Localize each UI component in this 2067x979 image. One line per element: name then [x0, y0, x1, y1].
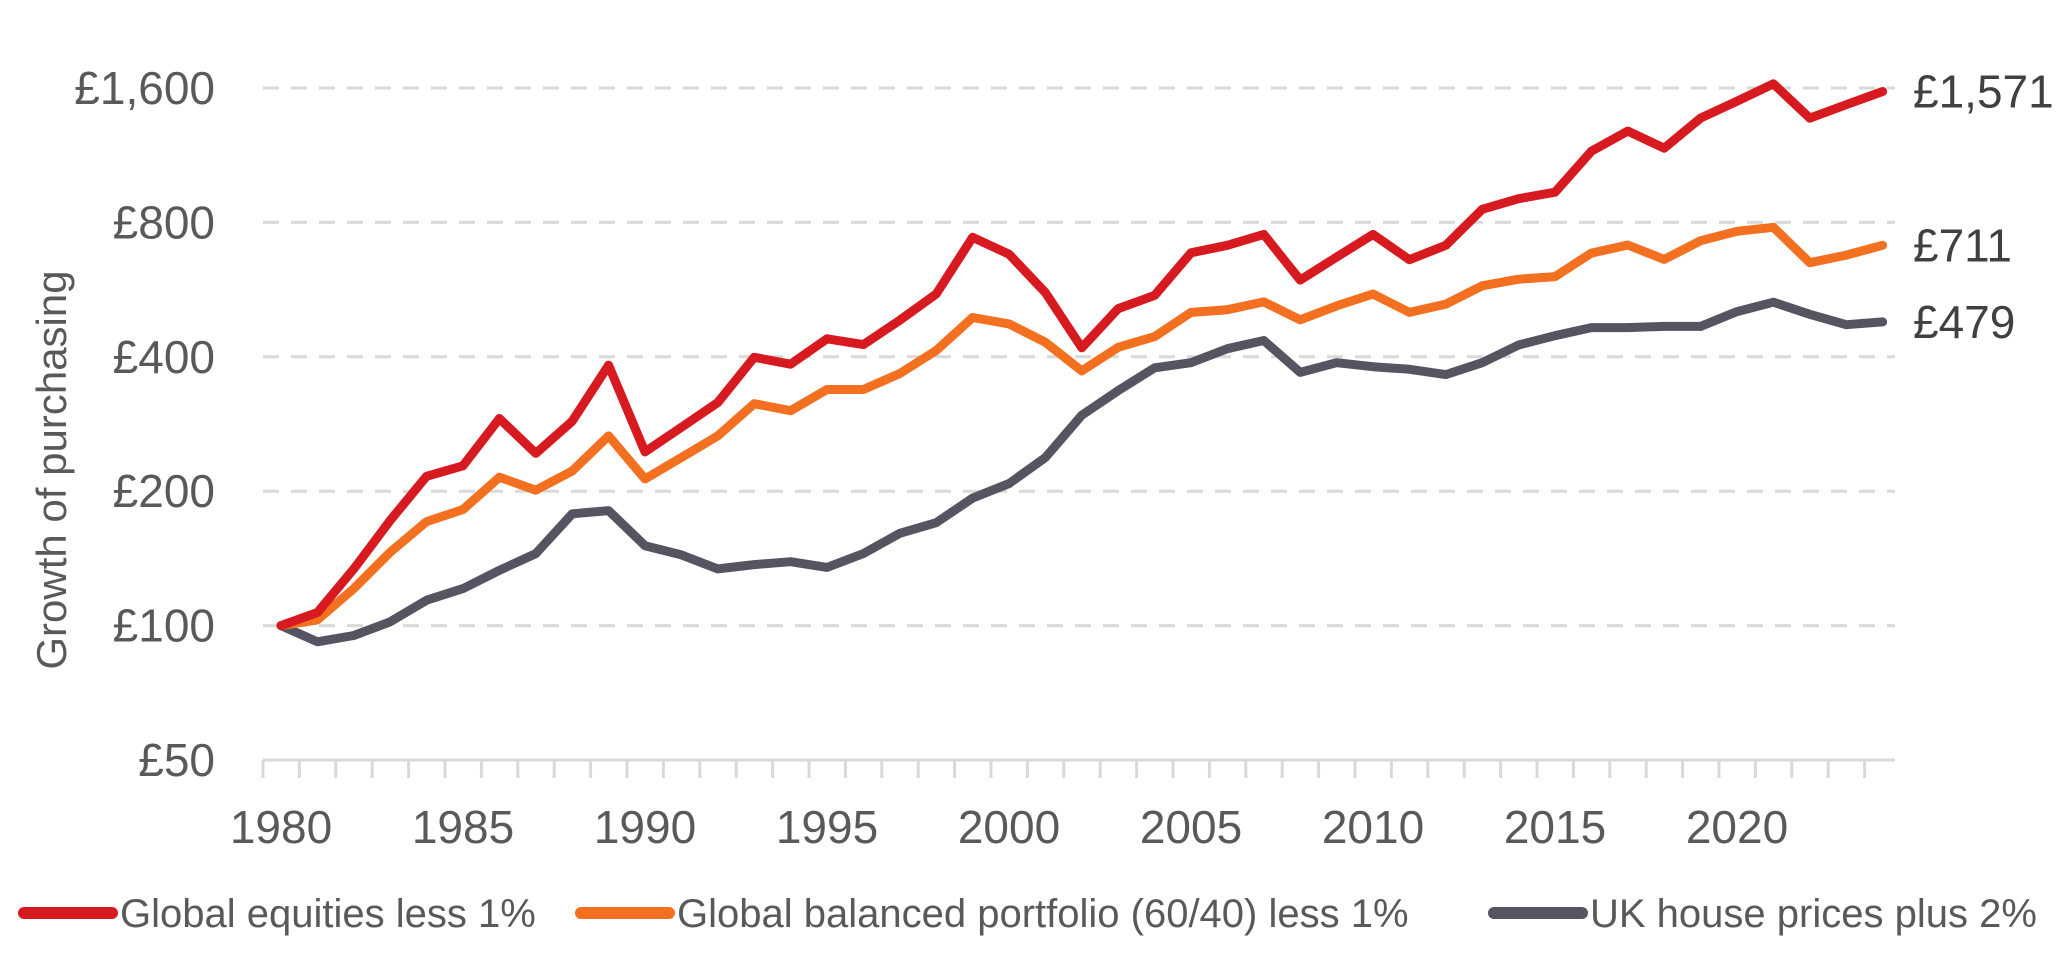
y-tick-label: £50: [138, 734, 215, 786]
series-lines: [276, 79, 1888, 647]
series-line-2: [276, 222, 1888, 631]
y-tick-label: £100: [113, 600, 215, 652]
legend-item: UK house prices plus 2%: [1488, 892, 2037, 936]
x-axis: [261, 758, 1895, 778]
y-tick-label: £200: [113, 465, 215, 517]
x-tick-label: 2000: [958, 801, 1060, 853]
gridlines: [263, 86, 1895, 628]
series-line-1: [276, 79, 1888, 631]
end-label: £479: [1913, 296, 2015, 348]
legend-label: Global balanced portfolio (60/40) less 1…: [677, 892, 1409, 936]
x-tick-label: 1995: [776, 801, 878, 853]
x-tick-label: 2015: [1504, 801, 1606, 853]
series-line-3: [276, 297, 1888, 647]
legend: Global equities less 1% Global balanced p…: [18, 892, 2037, 936]
legend-label: Global equities less 1%: [120, 892, 536, 936]
legend-item: Global balanced portfolio (60/40) less 1…: [575, 892, 1409, 936]
x-tick-label: 1980: [230, 801, 332, 853]
x-tick-label: 1985: [412, 801, 514, 853]
x-axis-ticks: 1980 1985 1990 1995 2000 2005 2010 2015 2020: [230, 801, 1788, 853]
y-axis-label: Growth of purchasing: [28, 270, 75, 669]
y-axis-ticks: £50 £100 £200 £400 £800 £1,600: [74, 62, 215, 786]
y-tick-label: £1,600: [74, 62, 215, 114]
x-tick-label: 2005: [1140, 801, 1242, 853]
x-tick-label: 2010: [1322, 801, 1424, 853]
x-tick-label: 2020: [1686, 801, 1788, 853]
legend-label: UK house prices plus 2%: [1590, 892, 2037, 936]
legend-item: Global equities less 1%: [18, 892, 536, 936]
end-label: £1,571: [1913, 66, 2054, 118]
end-labels: £1,571 £711 £479: [1913, 66, 2054, 348]
x-tick-label: 1990: [594, 801, 696, 853]
end-label: £711: [1913, 219, 2012, 271]
y-tick-label: £400: [113, 331, 215, 383]
y-tick-label: £800: [113, 196, 215, 248]
